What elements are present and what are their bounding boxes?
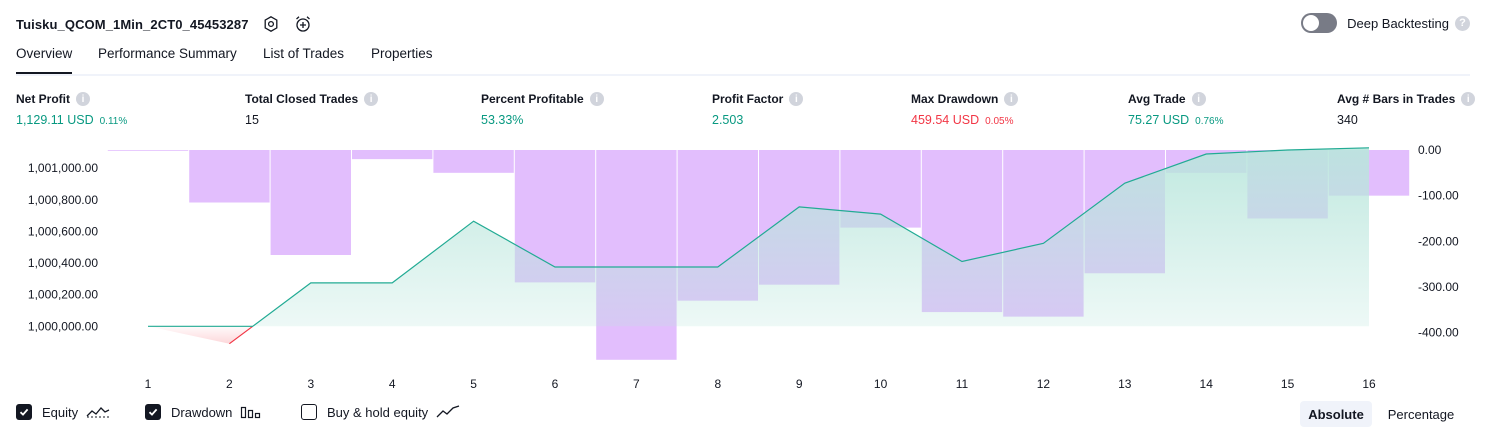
- metric-value: 340: [1337, 113, 1358, 127]
- legend-equity[interactable]: Equity: [16, 404, 110, 420]
- right-axis-tick: -400.00: [1418, 326, 1459, 340]
- metric-percent: 0.76%: [1195, 116, 1224, 127]
- equity-loss-line: [229, 325, 254, 345]
- left-axis-tick: 1,000,000.00: [28, 319, 98, 333]
- right-axis-tick: 0.00: [1418, 143, 1442, 157]
- x-axis-tick: 5: [470, 377, 477, 391]
- equity-checkbox[interactable]: [16, 404, 32, 420]
- buy-hold-line-icon: [436, 405, 460, 419]
- deep-backtesting: Deep Backtesting ?: [1301, 13, 1470, 33]
- alarm-add-icon[interactable]: [293, 14, 313, 34]
- left-axis-tick: 1,000,400.00: [28, 256, 98, 270]
- info-icon[interactable]: i: [589, 92, 604, 106]
- metric-profit-factor: Profit Factor i 2.503: [712, 92, 804, 127]
- metric-avg-trade: Avg Trade i 75.27 USD 0.76%: [1128, 92, 1224, 127]
- x-axis-tick: 3: [307, 377, 314, 391]
- buy-hold-label: Buy & hold equity: [327, 404, 429, 420]
- deep-backtesting-toggle[interactable]: [1301, 13, 1338, 33]
- x-axis-tick: 1: [145, 377, 152, 391]
- x-axis-tick: 11: [956, 377, 969, 391]
- absolute-button[interactable]: Absolute: [1300, 401, 1372, 427]
- right-axis-tick: -300.00: [1418, 280, 1459, 294]
- equity-label: Equity: [42, 404, 79, 420]
- left-axis-tick: 1,000,200.00: [28, 288, 98, 302]
- left-axis-tick: 1,000,800.00: [28, 193, 98, 207]
- toggle-knob: [1303, 15, 1320, 31]
- info-icon[interactable]: i: [789, 92, 804, 106]
- metric-value: 2.503: [712, 113, 744, 127]
- equity-line: [148, 147, 1370, 327]
- equity-line-icon: [86, 405, 110, 419]
- x-axis-tick: 15: [1281, 377, 1295, 391]
- metric-percent: 0.11%: [99, 116, 128, 127]
- x-axis-tick: 7: [633, 377, 640, 391]
- info-icon[interactable]: i: [76, 92, 90, 106]
- right-axis-tick: -100.00: [1418, 189, 1459, 203]
- left-axis-tick: 1,000,600.00: [28, 224, 98, 238]
- info-icon[interactable]: i: [1191, 92, 1206, 106]
- metric-label: Avg Trade: [1128, 92, 1186, 106]
- tab-list-of-trades[interactable]: List of Trades: [263, 46, 345, 61]
- equity-loss-area: [148, 326, 253, 344]
- drawdown-checkbox[interactable]: [145, 404, 161, 420]
- drawdown-bar: [107, 150, 189, 151]
- x-axis-tick: 16: [1362, 377, 1376, 391]
- metric-percent-profitable: Percent Profitable i 53.33%: [481, 92, 604, 127]
- metric-percent: 0.05%: [985, 116, 1014, 127]
- info-icon[interactable]: i: [364, 92, 379, 106]
- metric-max-drawdown: Max Drawdown i 459.54 USD 0.05%: [911, 92, 1019, 127]
- metric-net-profit: Net Profit i 1,129.11 USD 0.11%: [16, 92, 127, 127]
- drawdown-bar: [596, 150, 677, 360]
- info-icon[interactable]: i: [1004, 92, 1019, 106]
- x-axis-tick: 14: [1200, 377, 1214, 391]
- settings-icon[interactable]: [261, 14, 281, 34]
- x-axis-tick: 4: [389, 377, 396, 391]
- x-axis-tick: 12: [1037, 377, 1051, 391]
- equity-drawdown-chart[interactable]: 1,000,000.00 1,000,200.00 1,000,400.00 1,00…: [0, 140, 1486, 395]
- strategy-header: Tuisku_QCOM_1Min_2CT0_45453287: [16, 12, 313, 36]
- metric-label: Profit Factor: [712, 92, 784, 106]
- x-axis-tick: 9: [796, 377, 803, 391]
- deep-backtesting-label: Deep Backtesting: [1347, 15, 1449, 31]
- legend-buy-hold[interactable]: Buy & hold equity: [301, 404, 460, 420]
- x-axis-tick: 6: [552, 377, 559, 391]
- metric-label: Max Drawdown: [911, 92, 999, 106]
- right-axis-tick: -200.00: [1418, 234, 1459, 248]
- metric-label: Percent Profitable: [481, 92, 584, 106]
- left-axis-tick: 1,001,000.00: [28, 161, 98, 175]
- metric-label: Total Closed Trades: [245, 92, 359, 106]
- drawdown-label: Drawdown: [171, 404, 233, 420]
- drawdown-bars-icon: [240, 405, 262, 419]
- drawdown-bar: [433, 150, 514, 173]
- help-icon[interactable]: ?: [1455, 15, 1470, 31]
- drawdown-bar: [270, 150, 351, 255]
- tab-bar: Overview Performance Summary List of Tra…: [16, 46, 1470, 76]
- x-axis-tick: 13: [1118, 377, 1132, 391]
- percentage-button[interactable]: Percentage: [1387, 406, 1455, 422]
- strategy-title: Tuisku_QCOM_1Min_2CT0_45453287: [16, 16, 249, 32]
- tab-performance-summary[interactable]: Performance Summary: [98, 46, 237, 61]
- metric-total-closed-trades: Total Closed Trades i 15: [245, 92, 379, 127]
- metric-value: 15: [245, 113, 259, 127]
- buy-hold-checkbox[interactable]: [301, 404, 317, 420]
- metric-label: Avg # Bars in Trades: [1337, 92, 1456, 106]
- legend-drawdown[interactable]: Drawdown: [145, 404, 262, 420]
- x-axis-tick: 2: [226, 377, 233, 391]
- x-axis-tick: 10: [874, 377, 888, 391]
- metric-value: 1,129.11 USD: [16, 113, 94, 127]
- metric-label: Net Profit: [16, 92, 70, 106]
- info-icon[interactable]: i: [1461, 92, 1476, 106]
- metric-value: 53.33%: [481, 113, 524, 127]
- metric-avg-bars: Avg # Bars in Trades i 340: [1337, 92, 1476, 127]
- metric-value: 459.54 USD: [911, 113, 980, 127]
- tab-overview[interactable]: Overview: [16, 46, 73, 74]
- x-axis-tick: 8: [714, 377, 721, 391]
- drawdown-bar: [189, 150, 270, 203]
- drawdown-bar: [352, 150, 433, 160]
- metric-value: 75.27 USD: [1128, 113, 1190, 127]
- tab-properties[interactable]: Properties: [371, 46, 433, 61]
